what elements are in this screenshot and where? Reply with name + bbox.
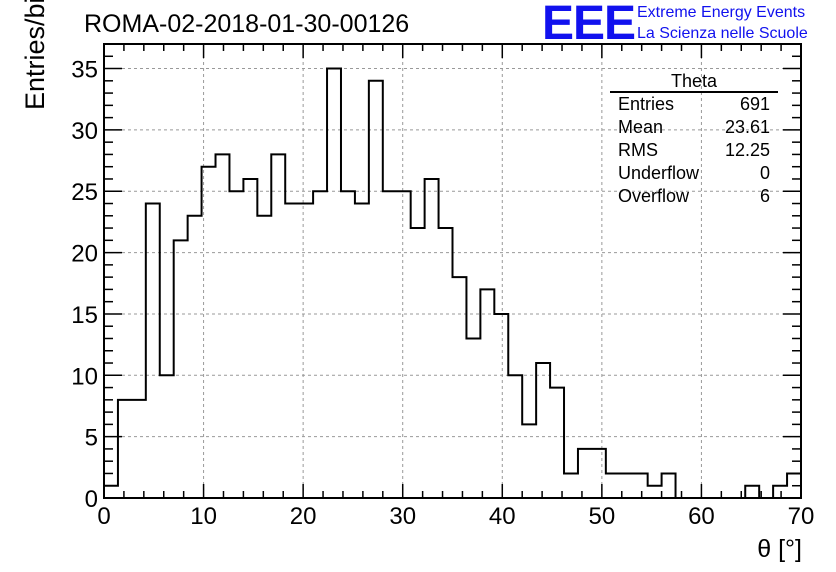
histogram-step-line	[103, 67, 802, 499]
stats-row: Overflow 6	[610, 185, 778, 208]
x-tick-label: 0	[97, 503, 110, 530]
x-tick-label: 70	[788, 503, 815, 530]
stats-row: Mean 23.61	[610, 116, 778, 139]
axis-ticks	[103, 43, 802, 499]
x-tick-label: 10	[190, 503, 217, 530]
stats-row: RMS 12.25	[610, 139, 778, 162]
stats-label: Underflow	[618, 163, 700, 183]
eee-logo-mark: EEE	[542, 0, 636, 50]
stats-label: RMS	[618, 140, 658, 160]
y-tick-label: 25	[71, 179, 98, 206]
x-tick-label: 30	[389, 503, 416, 530]
logo-line-2: La Scienza nelle Scuole	[637, 25, 808, 42]
x-tick-label: 50	[589, 503, 616, 530]
stats-label: Mean	[618, 117, 664, 137]
y-tick-label: 15	[71, 302, 98, 329]
y-tick-label: 20	[71, 241, 98, 268]
stats-title: Theta	[610, 71, 778, 93]
stats-row: Underflow 0	[610, 162, 778, 185]
y-tick-labels: 0 5 10 15 20 25 30 35	[71, 57, 98, 513]
x-tick-labels: 0 10 20 30 40 50 60 70	[97, 503, 814, 530]
y-tick-label: 10	[71, 363, 98, 390]
x-tick-label: 20	[290, 503, 317, 530]
x-tick-label: 40	[489, 503, 516, 530]
x-tick-label: 60	[688, 503, 715, 530]
x-axis-label: θ [°]	[757, 535, 802, 563]
logo-line-1: Extreme Energy Events	[637, 4, 806, 21]
y-axis-label: Entries/bin	[20, 0, 50, 110]
plot-frame	[103, 43, 802, 499]
stats-value: 12.25	[724, 140, 770, 160]
stats-row: Entries 691	[610, 93, 778, 116]
y-tick-label: 30	[71, 118, 98, 145]
y-tick-label: 0	[85, 486, 98, 513]
y-tick-label: 5	[85, 425, 98, 452]
stats-value: 0	[759, 163, 770, 183]
stats-value: 23.61	[724, 117, 770, 137]
stats-value: 691	[739, 94, 770, 114]
run-title: ROMA-02-2018-01-30-00126	[84, 10, 410, 38]
stats-label: Entries	[618, 94, 675, 114]
y-tick-label: 35	[71, 57, 98, 84]
stats-label: Overflow	[618, 186, 690, 206]
stats-box: Theta Entries 691 Mean 23.61 RMS 12.25 U…	[610, 71, 778, 208]
stats-value: 6	[759, 186, 770, 206]
